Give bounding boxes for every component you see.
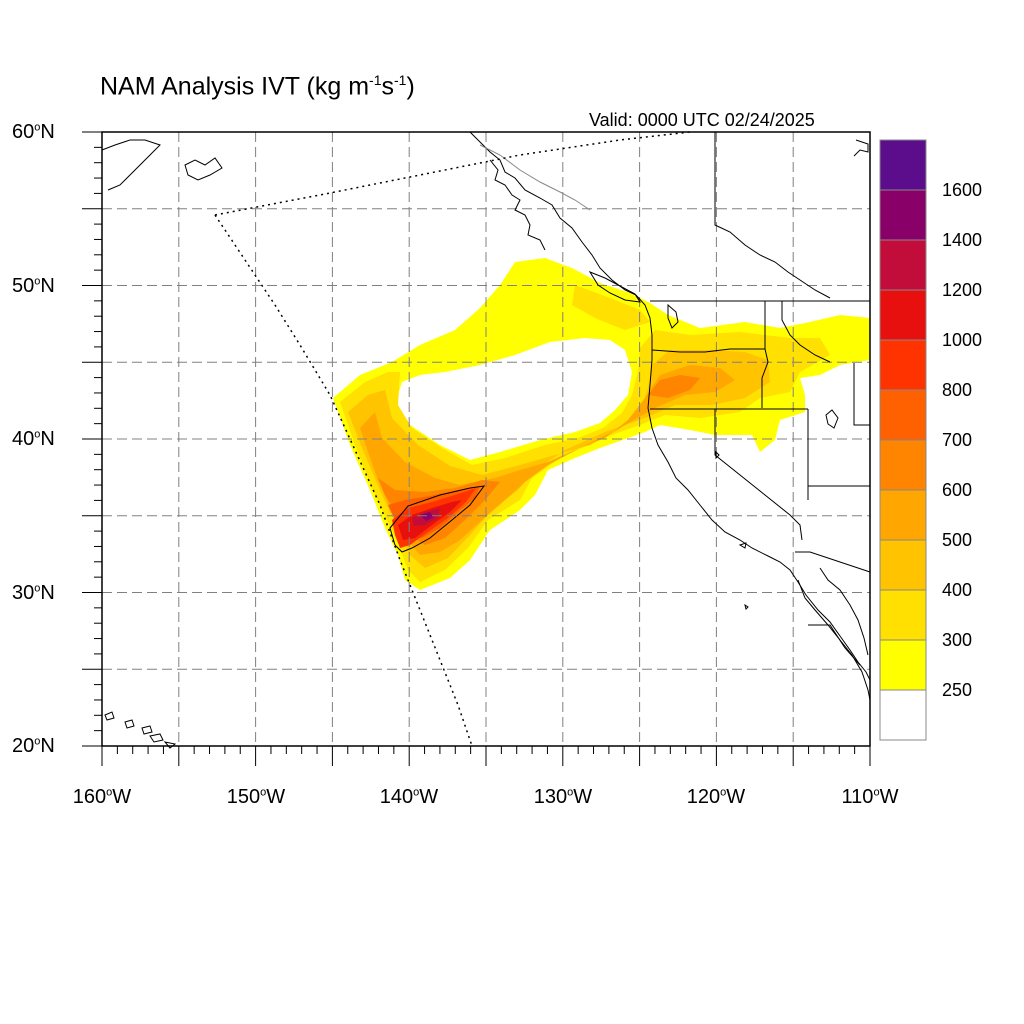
- map-frame: [101, 131, 871, 747]
- colorbar-label-700: 700: [942, 430, 973, 450]
- ivt-fill: [333, 258, 870, 590]
- colorbar-swatch: [879, 389, 927, 441]
- lon-label-110w: 110oW: [841, 786, 899, 808]
- ivt-shade-300-north: [572, 285, 650, 330]
- lat-label-40: 40oN: [12, 428, 55, 450]
- ivt-shade-600-east: [648, 375, 700, 398]
- coastline-puget-sound: [667, 303, 679, 329]
- colorbar-swatch: [879, 289, 927, 341]
- colorbar-swatch: [879, 539, 927, 591]
- colorbar-swatch: [879, 639, 927, 691]
- colorbar-label-500: 500: [942, 530, 973, 550]
- tick-marks: [82, 131, 871, 766]
- coastline-sea-of-cortez-edge: [853, 139, 869, 157]
- border-bc-alaska: [479, 144, 591, 211]
- coastline-vancouver-island: [588, 270, 641, 303]
- domain-edge-north: [214, 131, 691, 216]
- ivt-contour: [389, 485, 486, 553]
- colorbar-label-1200: 1200: [942, 280, 983, 300]
- border-wa-or: [651, 348, 765, 353]
- coastline-hawaii: [104, 711, 177, 749]
- colorbar-swatch: [879, 189, 927, 241]
- colorbar-label-250: 250: [942, 680, 973, 700]
- valid-time: Valid: 0000 UTC 02/24/2025: [589, 110, 815, 130]
- colorbar-swatch: [879, 139, 927, 191]
- lat-label-30: 30oN: [12, 582, 55, 604]
- border-mexico-interior: [808, 624, 861, 666]
- border-idaho-west: [761, 301, 769, 408]
- colorbar-swatch: [879, 689, 927, 741]
- colorbar-swatch: [879, 489, 927, 541]
- coastline-gulf-california: [819, 567, 869, 656]
- coastline-north-america: [469, 131, 871, 681]
- colorbar: [879, 139, 927, 741]
- gridlines: [102, 132, 870, 746]
- border-ca-nv: [714, 409, 803, 541]
- lat-label-50: 50oN: [12, 275, 55, 297]
- coastline-alaska-north: [101, 139, 161, 191]
- colorbar-label-1600: 1600: [942, 180, 983, 200]
- model-domain-boundary: [214, 131, 691, 747]
- coastline-alaska-islands-2: [184, 157, 223, 181]
- colorbar-label-400: 400: [942, 580, 973, 600]
- lon-label-120w: 120oW: [686, 786, 746, 808]
- colorbar-label-600: 600: [942, 480, 973, 500]
- lon-label-160w: 160oW: [72, 786, 132, 808]
- colorbar-label-800: 800: [942, 380, 973, 400]
- coastline-channel-islands: [738, 542, 749, 610]
- great-salt-lake: [825, 409, 839, 429]
- provincial-borders: [479, 144, 591, 211]
- colorbar-swatch: [879, 239, 927, 291]
- border-wyoming: [853, 363, 870, 426]
- colorbar-label-300: 300: [942, 630, 973, 650]
- border-us-mexico: [795, 551, 871, 573]
- lon-label-130w: 130oW: [533, 786, 593, 808]
- border-alaska-canada: [714, 132, 831, 299]
- colorbar-label-1000: 1000: [942, 330, 983, 350]
- colorbar-swatch: [879, 589, 927, 641]
- coastline-alaska-islands: [489, 159, 546, 251]
- colorbar-label-1400: 1400: [942, 230, 983, 250]
- colorbar-swatch: [879, 339, 927, 391]
- lat-label-20: 20oN: [12, 735, 55, 757]
- border-id-mt: [781, 301, 831, 363]
- lon-label-150w: 150oW: [226, 786, 286, 808]
- ivt-shade-1400: [420, 512, 434, 521]
- colorbar-swatch: [879, 439, 927, 491]
- map-title: NAM Analysis IVT (kg m-1s-1): [100, 72, 415, 101]
- political-borders: [650, 132, 871, 666]
- lat-label-60: 60oN: [12, 121, 55, 143]
- lon-label-140w: 140oW: [379, 786, 439, 808]
